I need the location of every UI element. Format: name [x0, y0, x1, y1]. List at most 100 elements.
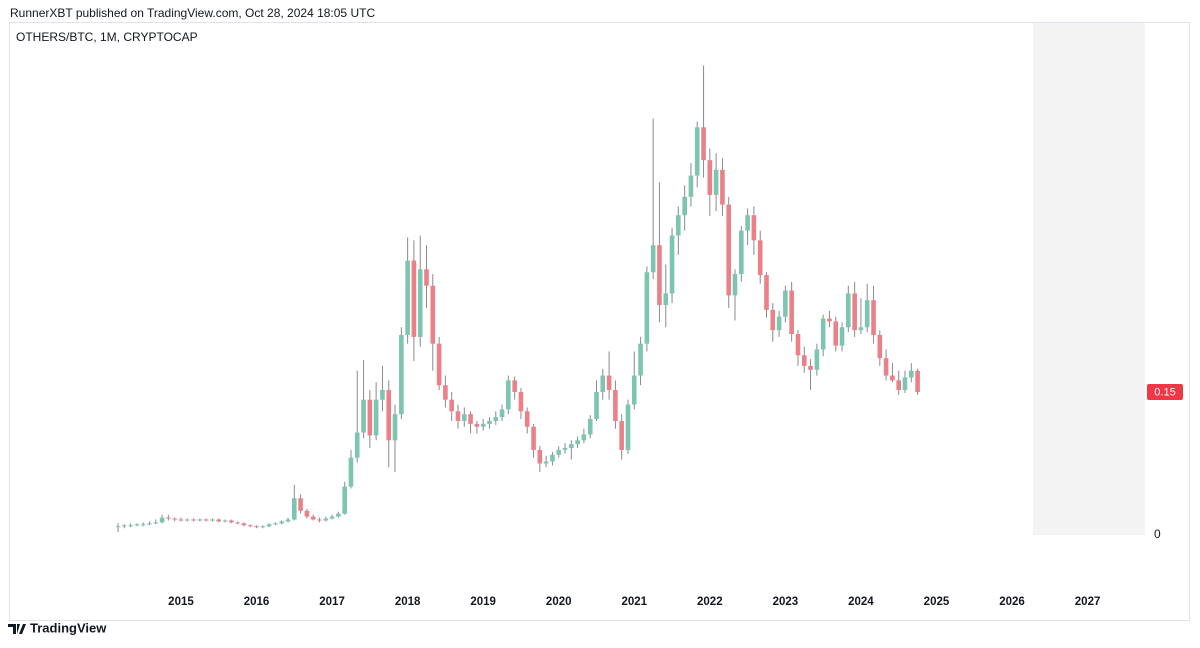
candle-body	[222, 520, 228, 522]
candle-body	[701, 127, 706, 161]
candle-body	[115, 526, 121, 528]
candle-body	[713, 169, 719, 195]
candle-body	[310, 516, 316, 520]
x-tick-label: 2026	[999, 596, 1025, 608]
candle-body	[776, 316, 782, 331]
candle-body	[613, 390, 618, 421]
candle-body	[770, 309, 776, 331]
candle-body	[751, 215, 757, 241]
candle-body	[820, 318, 826, 350]
candle-body	[556, 449, 562, 455]
candle-body	[537, 449, 543, 464]
candle-body	[883, 358, 889, 376]
candle-body	[216, 519, 222, 522]
candle-body	[562, 448, 568, 450]
candle-body	[512, 380, 517, 392]
candle-body	[323, 518, 329, 521]
x-tick-label: 2027	[1075, 596, 1101, 608]
candle-body	[480, 423, 486, 427]
candle-body	[814, 349, 820, 370]
x-tick-label: 2022	[697, 596, 723, 608]
candle-body	[254, 526, 259, 528]
candle-body	[128, 525, 133, 527]
candle-body	[864, 300, 870, 328]
candle-body	[745, 215, 750, 231]
candle-body	[140, 524, 146, 526]
x-tick-label: 2015	[168, 596, 194, 608]
candle-body	[606, 375, 612, 391]
candle-body	[550, 454, 555, 462]
candle-body	[461, 414, 467, 421]
x-tick-label: 2017	[319, 596, 345, 608]
candle-body	[846, 293, 851, 328]
candle-body	[417, 269, 423, 337]
candle-body	[902, 377, 908, 391]
candle-body	[411, 260, 417, 337]
candle-body	[852, 293, 857, 331]
candle-body	[235, 522, 240, 524]
chart-title: OTHERS/BTC, 1M, CRYPTOCAP	[16, 30, 198, 44]
candle-body	[839, 327, 845, 346]
publisher-line: RunnerXBT published on TradingView.com, …	[10, 6, 375, 20]
future-area	[1033, 23, 1145, 535]
candle-body	[178, 519, 184, 521]
last-price-box	[1147, 383, 1183, 400]
candle-body	[273, 523, 278, 525]
candle-body	[581, 434, 587, 441]
candle-body	[304, 510, 310, 517]
candle-body	[399, 334, 404, 415]
candle-body	[380, 390, 385, 400]
candle-body	[354, 432, 360, 458]
candle-body	[707, 160, 713, 195]
candle-body	[600, 375, 606, 392]
candle-body	[449, 399, 454, 412]
candle-body	[424, 269, 429, 286]
candle-body	[858, 327, 864, 331]
candle-body	[499, 409, 505, 418]
x-tick-label: 2019	[470, 596, 496, 608]
candle-body	[739, 230, 744, 275]
candle-body	[833, 321, 839, 346]
candle-body	[827, 318, 832, 322]
candle-body	[808, 365, 813, 370]
candle-body	[587, 419, 593, 435]
x-tick-label: 2018	[395, 596, 421, 608]
candle-body	[348, 457, 354, 487]
candle-body	[795, 334, 801, 356]
candle-body	[506, 380, 511, 410]
candle-body	[669, 235, 675, 294]
candle-body	[877, 334, 883, 359]
candle-body	[650, 245, 656, 273]
candle-body	[159, 517, 165, 523]
candle-body	[720, 169, 725, 205]
candle-body	[336, 513, 341, 517]
candle-body	[210, 519, 215, 521]
candle-body	[575, 440, 580, 445]
candle-body	[638, 343, 643, 376]
candle-body	[291, 498, 297, 520]
x-tick-label: 2016	[244, 596, 270, 608]
candle-body	[436, 343, 442, 386]
candle-body	[468, 414, 473, 424]
candle-body	[166, 517, 171, 519]
candle-body	[367, 399, 373, 436]
candle-body	[191, 519, 196, 521]
candle-body	[524, 411, 530, 427]
candle-body	[682, 196, 687, 216]
candle-body	[518, 391, 524, 412]
candle-body	[915, 370, 920, 392]
candle-body	[122, 525, 127, 527]
candle-body	[732, 274, 738, 296]
candle-body	[405, 260, 410, 335]
candle-body	[184, 519, 190, 521]
candle-body	[694, 127, 700, 176]
candle-body	[543, 461, 549, 464]
candle-body	[789, 290, 794, 335]
candle-body	[298, 498, 303, 511]
candle-body	[764, 275, 769, 310]
candle-body	[342, 486, 347, 514]
candle-body	[317, 519, 322, 521]
candle-body	[726, 204, 732, 296]
x-tick-label: 2023	[773, 596, 799, 608]
brand-logo	[8, 624, 26, 634]
